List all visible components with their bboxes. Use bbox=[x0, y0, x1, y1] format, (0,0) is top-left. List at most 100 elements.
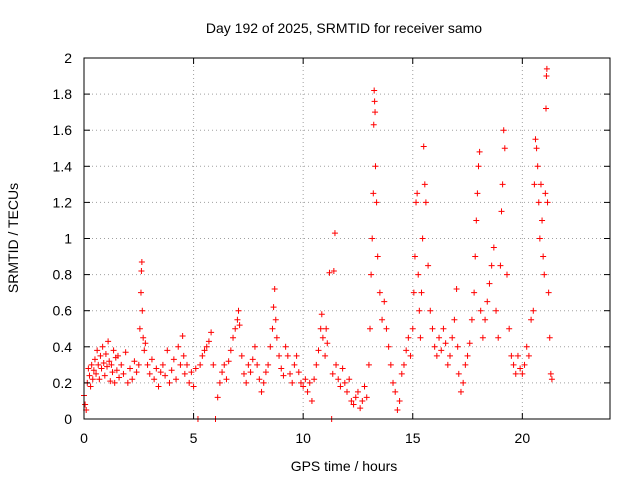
data-point bbox=[267, 343, 274, 350]
data-point bbox=[216, 379, 223, 386]
data-point bbox=[170, 356, 177, 363]
data-point bbox=[323, 325, 330, 332]
data-point bbox=[451, 316, 458, 323]
data-point bbox=[251, 343, 258, 350]
data-point bbox=[297, 379, 304, 386]
data-point bbox=[468, 316, 475, 323]
data-point bbox=[308, 397, 315, 404]
data-point bbox=[186, 379, 193, 386]
data-point bbox=[230, 334, 237, 341]
data-point bbox=[225, 358, 232, 365]
data-point bbox=[249, 356, 256, 363]
data-point bbox=[510, 361, 517, 368]
data-point bbox=[376, 289, 383, 296]
data-point bbox=[313, 361, 320, 368]
data-point bbox=[326, 269, 333, 276]
data-point bbox=[373, 199, 380, 206]
data-point bbox=[433, 352, 440, 359]
data-point bbox=[168, 367, 175, 374]
data-point bbox=[94, 347, 101, 354]
data-point bbox=[417, 334, 424, 341]
data-point bbox=[238, 352, 245, 359]
data-point bbox=[273, 334, 280, 341]
data-point bbox=[322, 352, 329, 359]
data-point bbox=[440, 325, 447, 332]
data-point bbox=[341, 379, 348, 386]
data-point bbox=[99, 343, 106, 350]
data-point bbox=[442, 340, 449, 347]
x-tick-label: 5 bbox=[190, 430, 198, 446]
data-point bbox=[85, 365, 92, 372]
data-point bbox=[205, 338, 212, 345]
data-point bbox=[114, 352, 121, 359]
data-point bbox=[543, 105, 550, 112]
data-point bbox=[479, 334, 486, 341]
data-point bbox=[89, 376, 96, 383]
data-point bbox=[166, 379, 173, 386]
data-point bbox=[530, 307, 537, 314]
data-point bbox=[98, 365, 105, 372]
data-point bbox=[547, 370, 554, 377]
data-point bbox=[179, 332, 186, 339]
x-tick-label: 0 bbox=[80, 430, 88, 446]
data-point bbox=[546, 334, 553, 341]
data-point bbox=[407, 352, 414, 359]
data-point bbox=[269, 325, 276, 332]
data-point bbox=[278, 365, 285, 372]
data-point bbox=[422, 199, 429, 206]
data-point bbox=[400, 361, 407, 368]
data-point bbox=[457, 388, 464, 395]
data-point bbox=[528, 316, 535, 323]
grid bbox=[84, 58, 610, 419]
data-point bbox=[499, 181, 506, 188]
y-tick-label: 0.8 bbox=[53, 267, 73, 283]
data-point bbox=[175, 343, 182, 350]
data-point bbox=[514, 352, 521, 359]
data-point bbox=[533, 145, 540, 152]
data-point bbox=[142, 340, 149, 347]
data-point bbox=[466, 340, 473, 347]
data-point bbox=[86, 372, 93, 379]
data-point bbox=[111, 379, 118, 386]
data-point bbox=[370, 190, 377, 197]
data-point bbox=[548, 376, 555, 383]
data-point bbox=[120, 370, 127, 377]
y-tick-label: 0.2 bbox=[53, 375, 73, 391]
data-point bbox=[460, 379, 467, 386]
data-point bbox=[223, 376, 230, 383]
data-point bbox=[162, 372, 169, 379]
y-tick-label: 1.2 bbox=[53, 194, 73, 210]
data-point bbox=[484, 298, 491, 305]
data-point bbox=[359, 397, 366, 404]
data-point bbox=[462, 361, 469, 368]
data-point bbox=[177, 361, 184, 368]
data-point bbox=[262, 369, 269, 376]
data-point bbox=[97, 352, 104, 359]
data-point bbox=[93, 370, 100, 377]
data-point bbox=[409, 325, 416, 332]
data-point bbox=[368, 271, 375, 278]
data-point bbox=[188, 369, 195, 376]
data-point bbox=[91, 356, 98, 363]
data-point bbox=[493, 307, 500, 314]
data-point bbox=[337, 383, 344, 390]
data-point bbox=[374, 253, 381, 260]
data-point bbox=[532, 136, 539, 143]
data-point bbox=[88, 361, 95, 368]
data-point bbox=[127, 365, 134, 372]
data-point bbox=[379, 316, 386, 323]
data-point bbox=[477, 307, 484, 314]
data-point bbox=[287, 370, 294, 377]
data-point bbox=[110, 347, 117, 354]
data-point bbox=[413, 199, 420, 206]
data-point bbox=[258, 388, 265, 395]
data-point bbox=[331, 230, 338, 237]
data-point bbox=[431, 343, 438, 350]
data-point bbox=[133, 369, 140, 376]
y-axis-label: SRMTID / TECUs bbox=[5, 183, 21, 293]
data-point bbox=[537, 181, 544, 188]
data-point bbox=[517, 365, 524, 372]
data-point bbox=[427, 307, 434, 314]
data-point bbox=[474, 190, 481, 197]
